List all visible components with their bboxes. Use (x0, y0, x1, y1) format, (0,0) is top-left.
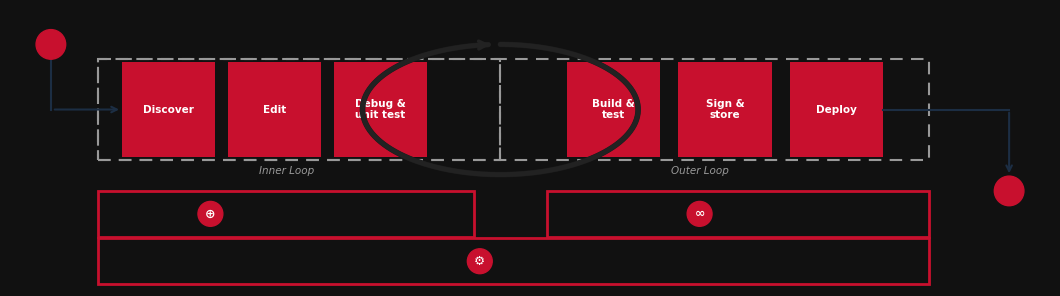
Text: ⚙: ⚙ (474, 255, 485, 268)
Text: Edit: Edit (263, 104, 286, 115)
Ellipse shape (198, 201, 223, 226)
Bar (547, 191, 929, 237)
Text: ∞: ∞ (694, 207, 705, 220)
Text: ⊕: ⊕ (206, 207, 215, 220)
Bar (228, 62, 321, 157)
Bar (98, 59, 929, 160)
Text: Outer Loop: Outer Loop (671, 166, 728, 176)
Ellipse shape (467, 249, 492, 274)
Text: Build &
test: Build & test (593, 99, 635, 120)
Ellipse shape (687, 201, 712, 226)
Text: Debug &
unit test: Debug & unit test (355, 99, 406, 120)
Text: Discover: Discover (143, 104, 194, 115)
Ellipse shape (36, 30, 66, 59)
Bar (790, 62, 883, 157)
Text: Deploy: Deploy (816, 104, 856, 115)
Bar (98, 59, 500, 160)
Bar (122, 62, 215, 157)
Bar (567, 62, 660, 157)
Bar (98, 238, 929, 284)
Text: Sign &
store: Sign & store (706, 99, 744, 120)
Text: Inner Loop: Inner Loop (259, 166, 314, 176)
Ellipse shape (994, 176, 1024, 206)
Bar (678, 62, 772, 157)
Bar (98, 191, 474, 237)
Bar (334, 62, 427, 157)
